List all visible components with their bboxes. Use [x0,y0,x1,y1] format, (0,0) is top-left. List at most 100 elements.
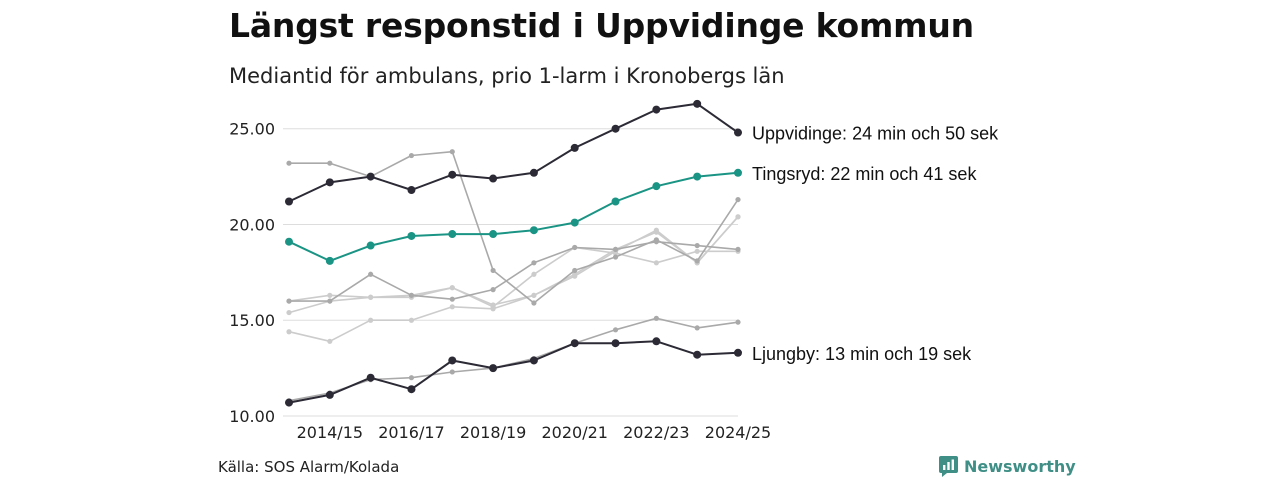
data-point-gray-series-e [368,317,374,323]
data-point-gray-series-b [368,271,374,277]
data-point-ljungby [611,339,620,348]
data-point-gray-series-e [653,227,659,233]
data-point-gray-series-b [408,292,415,298]
series-label-uppvidinge: Uppvidinge: 24 min och 50 sek [752,124,999,144]
data-point-gray-series-e [531,292,537,298]
x-tick-label: 2016/17 [378,423,444,442]
chart-title: Längst responstid i Uppvidinge kommun [229,6,974,45]
data-point-gray-series-b [327,298,333,304]
data-point-uppvidinge [285,197,293,206]
data-point-gray-series-a [408,152,415,159]
data-point-gray-series-a [327,160,333,166]
series-line-tingsryd [288,171,739,262]
y-tick-label: 10.00 [229,407,275,426]
x-tick-label: 2022/23 [623,423,689,442]
data-point-gray-series-a [449,149,455,155]
series-line-gray-series-c [288,216,739,306]
data-point-uppvidinge [325,178,334,187]
series-line-gray-series-b [288,240,739,302]
source-note: Källa: SOS Alarm/Kolada [218,458,400,476]
data-point-gray-series-d [694,248,700,254]
data-point-tingsryd [325,256,334,265]
data-point-ljungby [366,373,375,382]
data-point-gray-series-a [490,267,496,274]
data-point-gray-series-e [735,214,741,220]
data-point-ljungby [734,348,742,357]
x-tick-label: 2014/15 [297,423,363,442]
data-point-tingsryd [529,226,538,235]
series-line-uppvidinge [288,102,739,203]
data-point-uppvidinge [734,128,742,137]
data-point-gray-series-f [653,315,659,321]
data-point-gray-series-d [368,294,374,300]
data-point-tingsryd [285,237,293,246]
data-point-gray-series-a [735,196,741,203]
data-point-gray-series-b [449,296,455,302]
data-point-uppvidinge [529,168,538,177]
data-point-ljungby [489,364,498,373]
data-point-gray-series-b [735,246,741,252]
series-line-gray-series-f [288,317,739,402]
data-point-gray-series-f [612,327,619,333]
series-line-ljungby [288,340,739,404]
data-point-gray-series-d [449,285,455,291]
data-point-gray-series-e [572,273,578,279]
series-line-gray-series-a [288,150,739,304]
data-point-tingsryd [366,241,375,250]
data-point-gray-series-c [327,292,333,298]
data-point-tingsryd [734,168,742,177]
data-point-tingsryd [407,231,416,240]
brand-name: Newsworthy [964,457,1076,476]
y-tick-label: 20.00 [229,215,275,234]
data-point-gray-series-b [286,298,292,304]
data-point-uppvidinge [407,186,416,195]
x-tick-label: 2018/19 [460,423,526,442]
data-point-ljungby [448,356,457,365]
series-label-tingsryd: Tingsryd: 22 min och 41 sek [752,164,977,184]
data-point-uppvidinge [448,170,457,179]
data-point-uppvidinge [366,172,375,181]
series-line-gray-series-e [288,216,739,343]
data-point-gray-series-d [531,271,537,277]
data-point-gray-series-a [286,160,292,166]
data-point-ljungby [407,385,416,394]
data-point-gray-series-f [694,325,700,331]
data-point-gray-series-b [653,239,659,245]
newsworthy-logo-icon [939,456,958,477]
data-point-gray-series-e [490,306,496,312]
data-point-ljungby [529,356,538,365]
series-line-gray-series-d [288,246,739,314]
data-point-uppvidinge [489,174,498,183]
y-tick-label: 25.00 [229,120,275,139]
data-point-gray-series-f [735,319,741,325]
brand: Newsworthy [939,456,1076,477]
data-point-tingsryd [489,230,498,239]
data-point-gray-series-a [531,300,537,306]
data-point-gray-series-f [408,375,415,381]
data-point-uppvidinge [693,99,702,108]
data-point-gray-series-f [449,369,455,375]
data-point-tingsryd [448,230,457,239]
data-point-gray-series-e [286,329,292,335]
data-point-gray-series-b [490,287,496,293]
data-point-uppvidinge [611,124,620,133]
data-point-gray-series-d [286,309,292,316]
data-point-gray-series-a [572,267,578,274]
data-point-tingsryd [652,182,661,191]
data-point-ljungby [325,390,334,399]
x-tick-label: 2020/21 [541,423,607,442]
data-point-gray-series-a [694,258,700,264]
data-point-gray-series-e [449,304,455,310]
data-point-gray-series-b [531,260,537,266]
data-point-tingsryd [611,197,620,206]
data-point-tingsryd [693,172,702,181]
data-point-gray-series-a [612,254,619,260]
data-point-uppvidinge [652,105,661,114]
series-label-ljungby: Ljungby: 13 min och 19 sek [752,344,972,364]
data-point-ljungby [693,350,702,359]
x-tick-label: 2024/25 [705,423,771,442]
y-tick-label: 15.00 [229,311,275,330]
data-point-uppvidinge [570,143,579,152]
data-point-gray-series-b [694,242,700,249]
